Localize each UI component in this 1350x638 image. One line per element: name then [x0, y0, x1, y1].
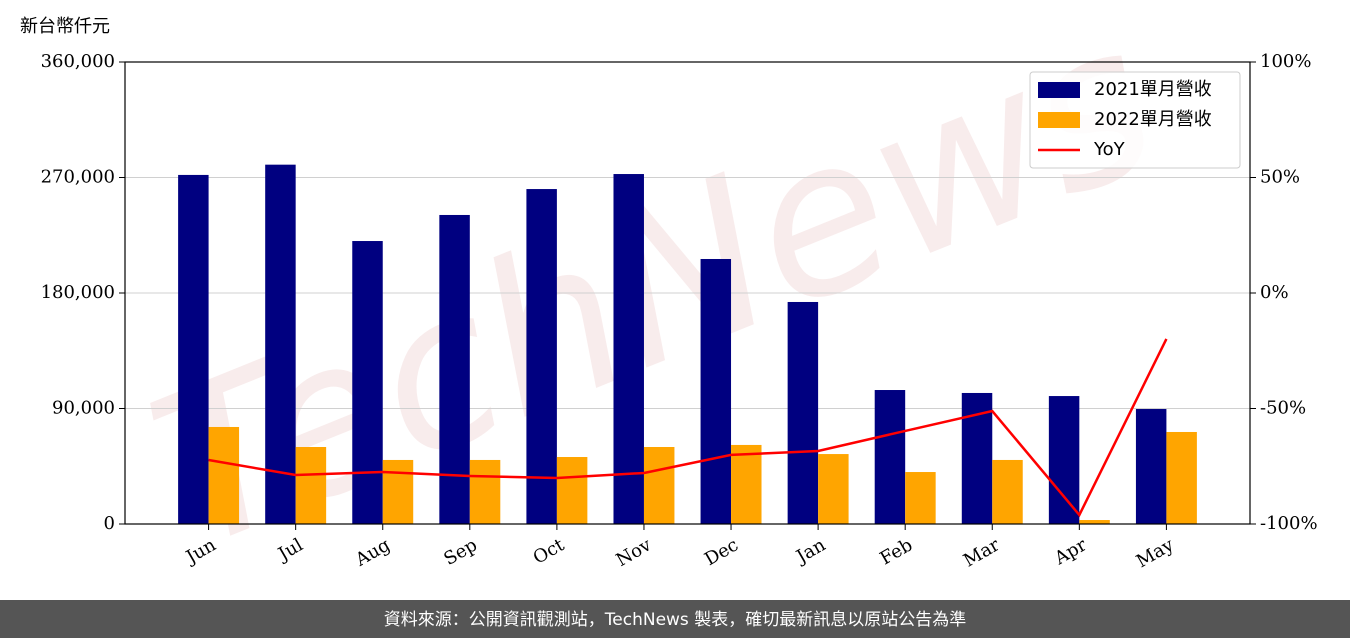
bar	[613, 174, 644, 524]
bar	[874, 390, 906, 524]
bar	[1135, 409, 1167, 524]
y2-tick-label: 0%	[1260, 282, 1289, 303]
y2-tick-label: -100%	[1260, 513, 1318, 534]
bar	[1166, 431, 1197, 524]
bar	[439, 214, 470, 524]
bar	[905, 472, 936, 524]
bar	[818, 454, 849, 524]
y2-tick-label: 50%	[1260, 167, 1300, 188]
x-tick-label: Oct	[530, 534, 569, 569]
bar	[1079, 520, 1110, 524]
bar	[787, 301, 819, 524]
bar	[265, 164, 296, 524]
x-tick-label: Jan	[791, 534, 829, 568]
legend-label: 2022單月營收	[1094, 109, 1212, 130]
y-tick-label: 0	[104, 513, 115, 534]
y-tick-label: 360,000	[41, 51, 115, 72]
y2-tick-label: 100%	[1260, 51, 1311, 72]
x-tick-label: Aug	[351, 534, 394, 571]
x-tick-label: Feb	[877, 534, 917, 569]
bar	[643, 447, 675, 524]
legend-swatch	[1038, 112, 1080, 128]
bar	[469, 459, 501, 524]
legend-label: 2021單月營收	[1094, 79, 1212, 100]
bar	[382, 459, 414, 524]
plot-frame	[124, 61, 1251, 525]
y2-tick-label: -50%	[1260, 398, 1306, 419]
x-tick-label: May	[1133, 534, 1178, 572]
bar	[178, 174, 209, 524]
footer-bar	[0, 600, 1350, 638]
bar	[731, 444, 762, 524]
bar	[1048, 396, 1080, 524]
y-tick-label: 270,000	[41, 167, 115, 188]
x-tick-label: Dec	[701, 534, 742, 570]
x-tick-label: Mar	[960, 534, 1004, 571]
y-tick-label: 180,000	[41, 282, 115, 303]
x-tick-label: Apr	[1050, 534, 1090, 569]
bar	[992, 459, 1023, 524]
x-tick-label: Nov	[613, 534, 656, 571]
line	[208, 338, 1168, 518]
y-axis-label: 新台幣仟元	[20, 16, 110, 37]
bar	[526, 189, 557, 525]
bar	[295, 447, 327, 524]
bar	[352, 241, 383, 524]
bar	[208, 426, 240, 524]
bar	[700, 258, 732, 524]
x-tick-label: Sep	[440, 534, 480, 569]
legend-swatch	[1038, 82, 1080, 98]
legend-label: YoY	[1093, 139, 1126, 160]
y-tick-label: 90,000	[52, 398, 115, 419]
footer-text: 資料來源：公開資訊觀測站，TechNews 製表，確切最新訊息以原站公告為準	[384, 610, 966, 630]
legend-box	[1029, 71, 1241, 169]
bar	[556, 457, 588, 524]
